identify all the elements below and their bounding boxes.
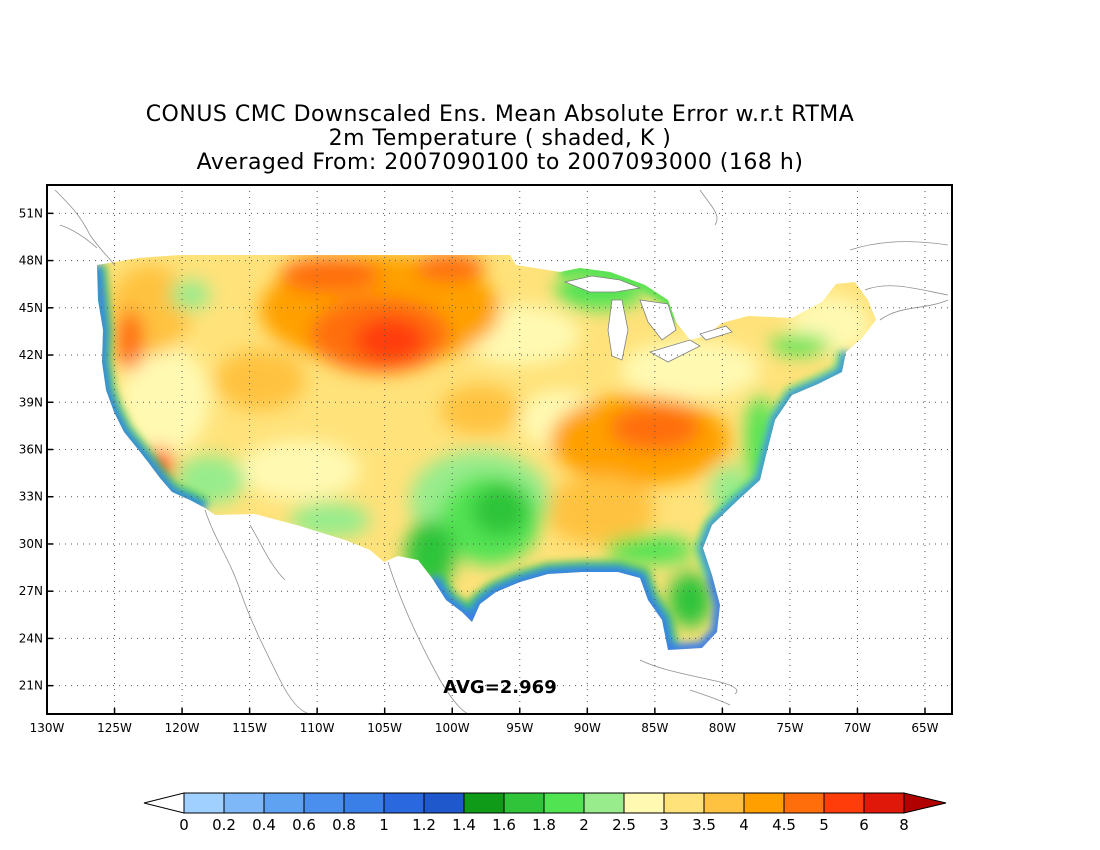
colorbar-label: 1.8 bbox=[532, 816, 556, 834]
lat-tick-label: 30N bbox=[19, 537, 43, 551]
colorbar-label: 2.5 bbox=[612, 816, 636, 834]
lat-tick-label: 39N bbox=[19, 395, 43, 409]
colorbar-label: 0.2 bbox=[212, 816, 236, 834]
colorbar-label: 1.4 bbox=[452, 816, 476, 834]
colorbar-label: 3 bbox=[659, 816, 669, 834]
colorbar-label: 4 bbox=[739, 816, 749, 834]
colorbar-swatch bbox=[583, 792, 625, 814]
colorbar-swatch bbox=[863, 792, 905, 814]
lat-tick-label: 48N bbox=[19, 254, 43, 268]
lon-tick-label: 90W bbox=[574, 721, 601, 735]
error-field bbox=[97, 255, 876, 650]
colorbar-over-triangle bbox=[903, 792, 947, 814]
lon-tick-label: 75W bbox=[776, 721, 803, 735]
axis-ticks: 130W 125W 120W 115W 110W 105W 100W 95W 90W 85W 80W… bbox=[19, 206, 939, 735]
graticule bbox=[47, 185, 952, 714]
colorbar-label: 8 bbox=[899, 816, 909, 834]
lat-tick-label: 24N bbox=[19, 631, 43, 645]
great-lakes bbox=[563, 275, 733, 363]
colorbar-label: 0.6 bbox=[292, 816, 316, 834]
colorbar-swatch bbox=[503, 792, 545, 814]
coastlines bbox=[54, 189, 949, 714]
lon-tick-label: 115W bbox=[232, 721, 267, 735]
colorbar-swatch bbox=[463, 792, 505, 814]
avg-label: AVG=2.969 bbox=[443, 677, 556, 698]
lon-tick-label: 105W bbox=[367, 721, 402, 735]
lon-tick-label: 130W bbox=[30, 721, 65, 735]
title-line-3: Averaged From: 2007090100 to 2007093000 … bbox=[196, 150, 804, 175]
lon-tick-label: 120W bbox=[165, 721, 200, 735]
colorbar-swatch bbox=[223, 792, 265, 814]
lon-tick-label: 125W bbox=[97, 721, 132, 735]
title-line-2: 2m Temperature ( shaded, K ) bbox=[328, 126, 672, 151]
colorbar-swatch bbox=[823, 792, 865, 814]
colorbar-label: 1.2 bbox=[412, 816, 436, 834]
colorbar-swatch bbox=[343, 792, 385, 814]
lon-tick-label: 65W bbox=[911, 721, 938, 735]
lon-tick-label: 70W bbox=[844, 721, 871, 735]
colorbar-swatch bbox=[743, 792, 785, 814]
colorbar-label: 3.5 bbox=[692, 816, 716, 834]
lat-tick-label: 42N bbox=[19, 348, 43, 362]
lon-tick-label: 85W bbox=[641, 721, 668, 735]
colorbar-swatch bbox=[183, 792, 225, 814]
title-line-1: CONUS CMC Downscaled Ens. Mean Absolute … bbox=[145, 102, 855, 127]
lon-tick-label: 100W bbox=[435, 721, 470, 735]
colorbar-swatch bbox=[783, 792, 825, 814]
lat-tick-label: 36N bbox=[19, 443, 43, 457]
colorbar: 0 0.2 0.4 0.6 0.8 1 1.2 1.4 1.6 1.8 2 2.5 3 3.5 4 4.5 5 6… bbox=[143, 792, 947, 834]
colorbar-label: 1 bbox=[379, 816, 389, 834]
colorbar-label: 2 bbox=[579, 816, 589, 834]
lat-tick-label: 33N bbox=[19, 490, 43, 504]
colorbar-under-triangle bbox=[143, 792, 185, 814]
colorbar-label: 0.8 bbox=[332, 816, 356, 834]
colorbar-label: 6 bbox=[859, 816, 869, 834]
lon-tick-label: 80W bbox=[709, 721, 736, 735]
lon-tick-label: 110W bbox=[300, 721, 335, 735]
colorbar-swatch bbox=[543, 792, 585, 814]
colorbar-swatch bbox=[623, 792, 665, 814]
lat-tick-label: 51N bbox=[19, 206, 43, 220]
colorbar-swatch bbox=[303, 792, 345, 814]
colorbar-swatch bbox=[263, 792, 305, 814]
lat-tick-label: 21N bbox=[19, 679, 43, 693]
colorbar-label: 4.5 bbox=[772, 816, 796, 834]
colorbar-label: 5 bbox=[819, 816, 829, 834]
colorbar-swatch bbox=[663, 792, 705, 814]
colorbar-swatch bbox=[423, 792, 465, 814]
colorbar-label: 0.4 bbox=[252, 816, 276, 834]
colorbar-label: 0 bbox=[179, 816, 189, 834]
colorbar-swatch bbox=[703, 792, 745, 814]
lon-tick-label: 95W bbox=[506, 721, 533, 735]
lat-tick-label: 27N bbox=[19, 584, 43, 598]
lat-tick-label: 45N bbox=[19, 301, 43, 315]
colorbar-swatch bbox=[383, 792, 425, 814]
colorbar-label: 1.6 bbox=[492, 816, 516, 834]
